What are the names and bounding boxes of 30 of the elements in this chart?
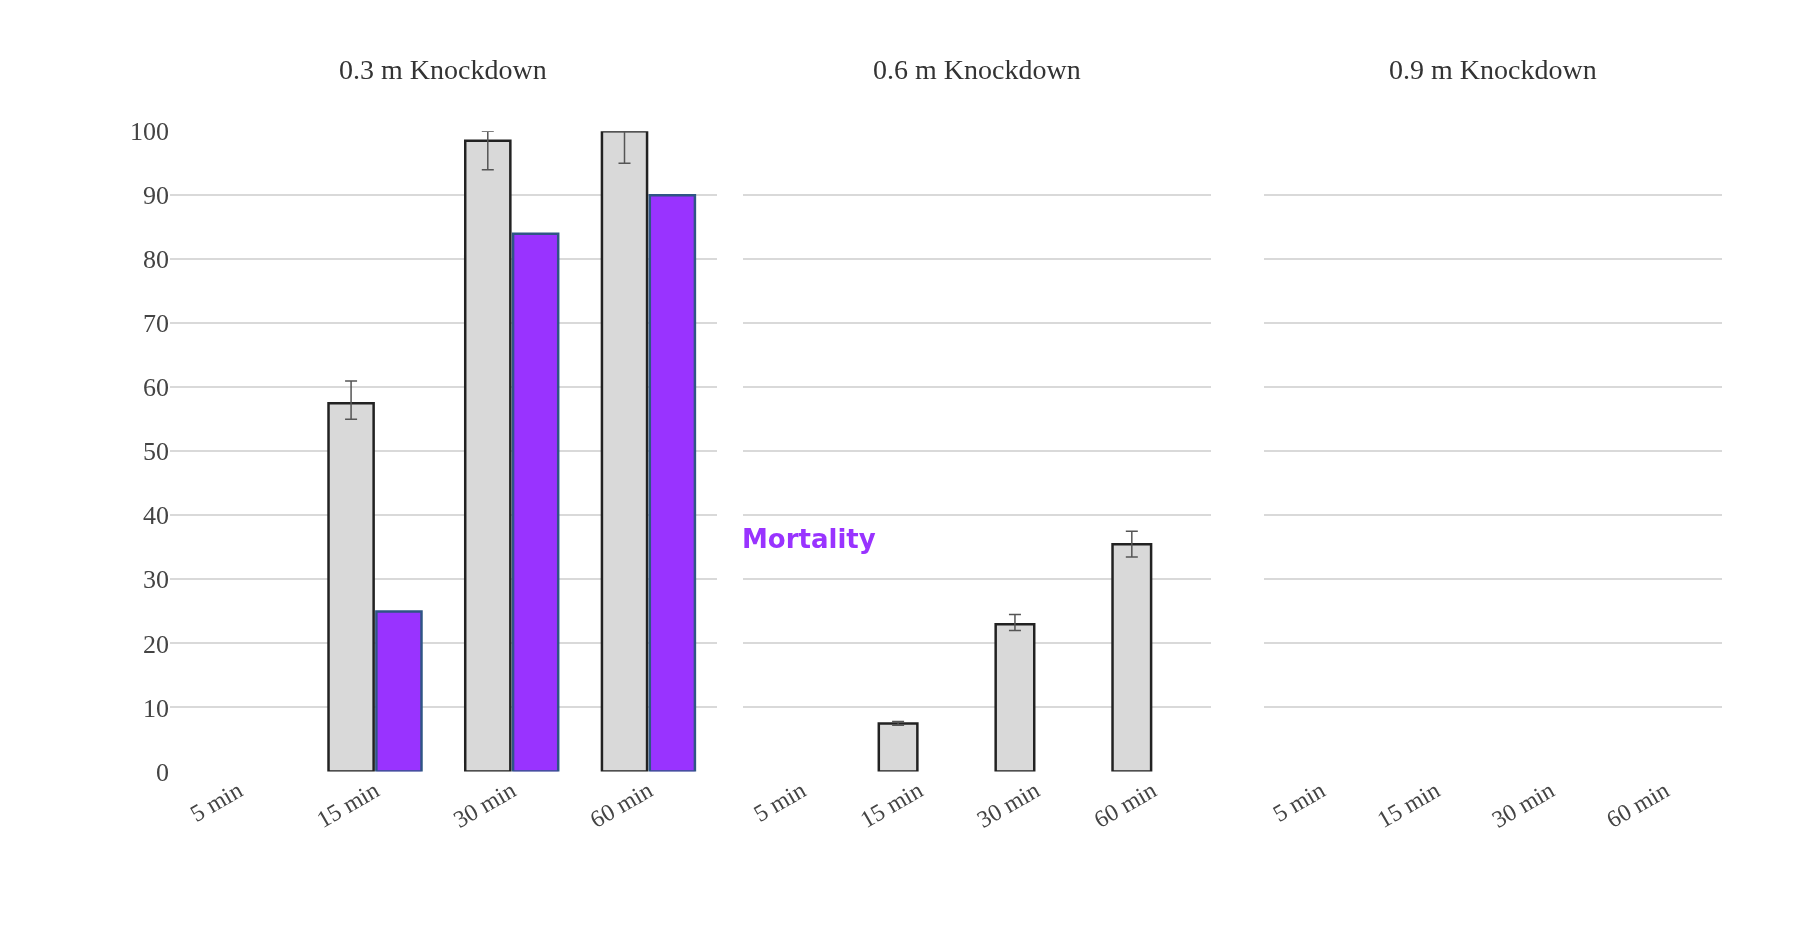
x-tick-label: 5 min xyxy=(185,776,247,827)
x-tick-label: 5 min xyxy=(749,776,811,827)
x-tick-label: 60 min xyxy=(1602,776,1674,833)
y-tick-label: 0 xyxy=(155,757,169,787)
bar xyxy=(511,232,560,772)
chart-title: 0.9 m Knockdown xyxy=(1389,54,1597,85)
bar xyxy=(375,610,423,772)
x-tick-label: 30 min xyxy=(972,776,1044,833)
y-tick-label: 60 xyxy=(142,373,169,403)
x-tick-label: 15 min xyxy=(1372,776,1445,833)
series-label: Mortality xyxy=(742,524,876,554)
chart-title: 0.3 m Knockdown xyxy=(339,54,547,85)
y-tick-label: 20 xyxy=(142,629,169,659)
y-tick-label: 30 xyxy=(142,565,169,595)
x-tick-label: 15 min xyxy=(312,776,384,833)
x-tick-label: 15 min xyxy=(855,776,928,833)
y-tick-label: 100 xyxy=(129,117,169,147)
x-tick-label: 60 min xyxy=(1089,776,1161,833)
bar xyxy=(648,194,697,772)
chart-title: 0.6 m Knockdown xyxy=(873,54,1081,85)
y-tick-label: 70 xyxy=(142,309,169,339)
y-tick-label: 50 xyxy=(142,437,169,467)
y-tick-label: 10 xyxy=(142,693,169,723)
y-tick-label: 40 xyxy=(142,501,169,531)
x-tick-label: 60 min xyxy=(585,776,657,833)
y-tick-label: 90 xyxy=(142,181,169,211)
x-tick-label: 30 min xyxy=(448,776,521,833)
y-tick-label: 80 xyxy=(142,245,169,275)
x-tick-label: 30 min xyxy=(1487,776,1559,833)
x-tick-label: 5 min xyxy=(1268,776,1330,827)
